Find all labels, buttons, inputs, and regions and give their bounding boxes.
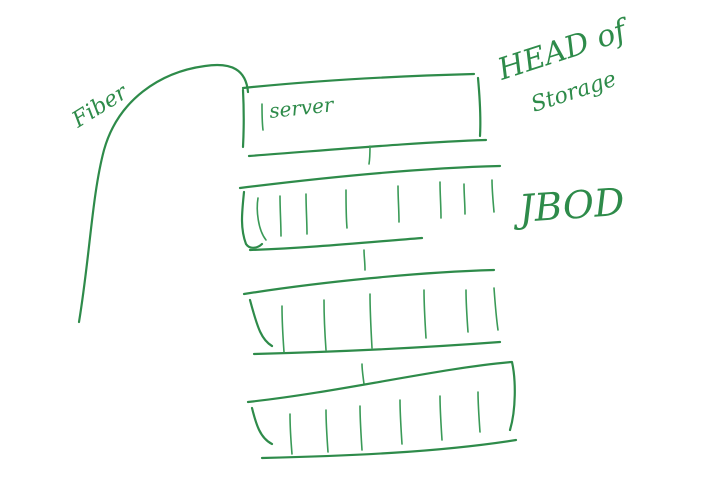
jbod-unit-1 (238, 164, 502, 252)
connector-jbod1-jbod2 (363, 249, 366, 271)
jbod-unit-2 (242, 268, 502, 356)
fiber-label: Fiber (67, 79, 133, 133)
fiber-cable-line (77, 64, 250, 324)
connector-jbod2-jbod3 (361, 363, 365, 385)
connector-server-jbod1 (368, 145, 371, 165)
server-label: server (268, 92, 336, 123)
server-box (241, 72, 488, 158)
jbod-label: JBOD (511, 180, 626, 232)
jbod-unit-3 (246, 360, 518, 460)
